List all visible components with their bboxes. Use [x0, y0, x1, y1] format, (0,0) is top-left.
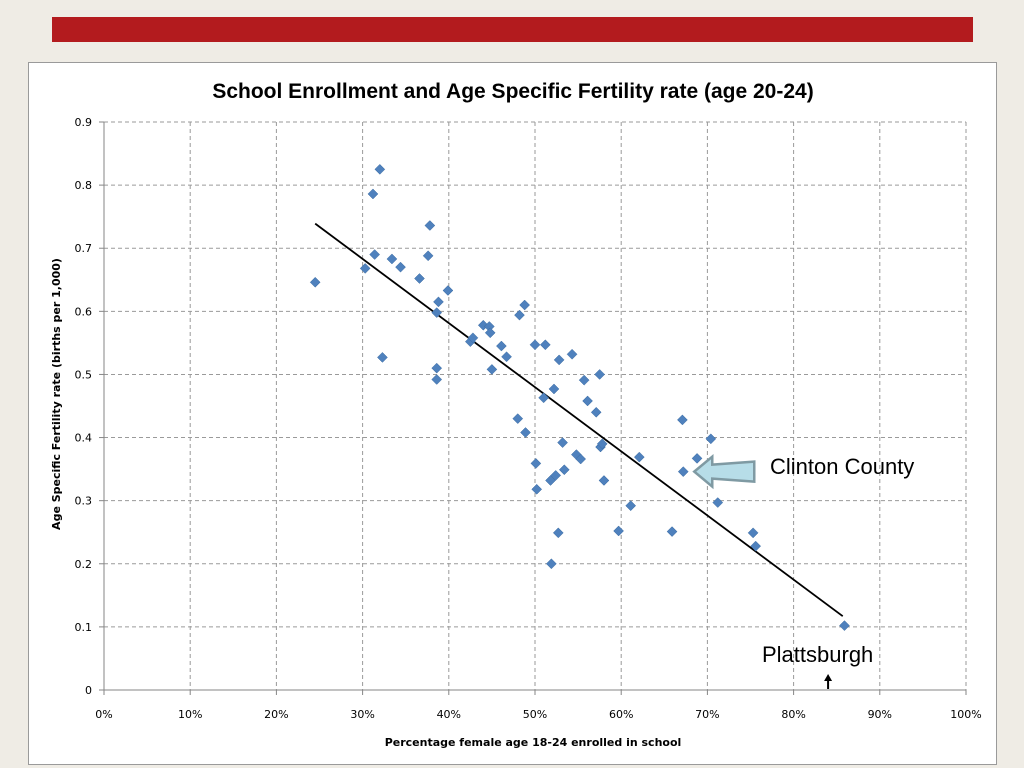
annotations: Clinton County Plattsburgh [694, 454, 914, 689]
y-tick-label: 0.7 [75, 242, 93, 255]
y-axis-title: Age Specific Fertility rate (births per … [50, 258, 63, 530]
grid [104, 122, 966, 690]
data-point [559, 465, 569, 475]
data-point [425, 221, 435, 231]
data-point [546, 559, 556, 569]
data-point [549, 384, 559, 394]
data-point [614, 526, 624, 536]
clinton-county-arrow-icon [694, 457, 754, 487]
data-point [554, 355, 564, 365]
data-point [839, 621, 849, 631]
data-point [579, 375, 589, 385]
data-point [520, 300, 530, 310]
data-point [558, 438, 568, 448]
y-tick-label: 0.4 [75, 432, 93, 445]
data-point [678, 467, 688, 477]
data-point [583, 396, 593, 406]
chart-frame: School Enrollment and Age Specific Ferti… [28, 62, 997, 765]
chart-title: School Enrollment and Age Specific Ferti… [212, 80, 813, 103]
data-point [414, 274, 424, 284]
tick-labels: 0% 10% 20% 30% 40% 50% 60% 70% 80% 90% 100% 0 0.1 0.2… [75, 116, 982, 721]
trendline [315, 224, 843, 617]
x-tick-label: 20% [264, 708, 288, 721]
slide-header-bar [52, 17, 973, 42]
axes [99, 122, 966, 695]
data-point [432, 363, 442, 373]
y-tick-label: 0.8 [75, 179, 93, 192]
data-point [368, 189, 378, 199]
plattsburgh-label: Plattsburgh [762, 642, 873, 667]
data-point [377, 352, 387, 362]
data-point [502, 352, 512, 362]
data-point [396, 262, 406, 272]
y-tick-label: 0.2 [75, 558, 93, 571]
clinton-county-label: Clinton County [770, 454, 914, 479]
data-point [531, 458, 541, 468]
x-tick-label: 30% [350, 708, 374, 721]
data-point [360, 263, 370, 273]
x-tick-label: 70% [695, 708, 719, 721]
data-point [692, 453, 702, 463]
data-point [530, 340, 540, 350]
data-point [567, 349, 577, 359]
data-point [375, 164, 385, 174]
y-tick-label: 0.1 [75, 621, 93, 634]
data-point [634, 452, 644, 462]
x-tick-label: 60% [609, 708, 633, 721]
y-tick-label: 0.5 [75, 368, 93, 381]
data-point [540, 340, 550, 350]
data-point [539, 393, 549, 403]
data-point [387, 254, 397, 264]
data-point [370, 250, 380, 260]
data-point [423, 251, 433, 261]
x-tick-label: 50% [523, 708, 547, 721]
data-point [667, 527, 677, 537]
data-point [485, 328, 495, 338]
y-tick-label: 0.9 [75, 116, 93, 129]
x-tick-label: 40% [437, 708, 461, 721]
data-point [513, 414, 523, 424]
data-point [591, 407, 601, 417]
y-tick-label: 0.6 [75, 305, 93, 318]
data-point [521, 428, 531, 438]
x-tick-label: 100% [950, 708, 981, 721]
data-point [443, 286, 453, 296]
data-point [532, 484, 542, 494]
data-point [310, 277, 320, 287]
data-point [514, 310, 524, 320]
scatter-chart: School Enrollment and Age Specific Ferti… [29, 63, 998, 766]
data-point [487, 364, 497, 374]
plattsburgh-arrow-icon [824, 674, 832, 689]
x-axis-title: Percentage female age 18-24 enrolled in … [385, 736, 682, 749]
y-tick-label: 0 [85, 684, 92, 697]
data-point [496, 341, 506, 351]
data-point [595, 369, 605, 379]
data-point [599, 475, 609, 485]
x-tick-label: 90% [868, 708, 892, 721]
data-point [677, 415, 687, 425]
plattsburgh-arrow-head [824, 674, 832, 681]
data-point [433, 297, 443, 307]
data-point [713, 498, 723, 508]
data-point [432, 374, 442, 384]
slide: School Enrollment and Age Specific Ferti… [0, 0, 1024, 768]
x-tick-label: 10% [178, 708, 202, 721]
data-point [748, 528, 758, 538]
x-tick-label: 80% [781, 708, 805, 721]
data-point [706, 434, 716, 444]
data-point [626, 501, 636, 511]
x-tick-label: 0% [95, 708, 112, 721]
y-tick-label: 0.3 [75, 495, 93, 508]
data-point [553, 528, 563, 538]
